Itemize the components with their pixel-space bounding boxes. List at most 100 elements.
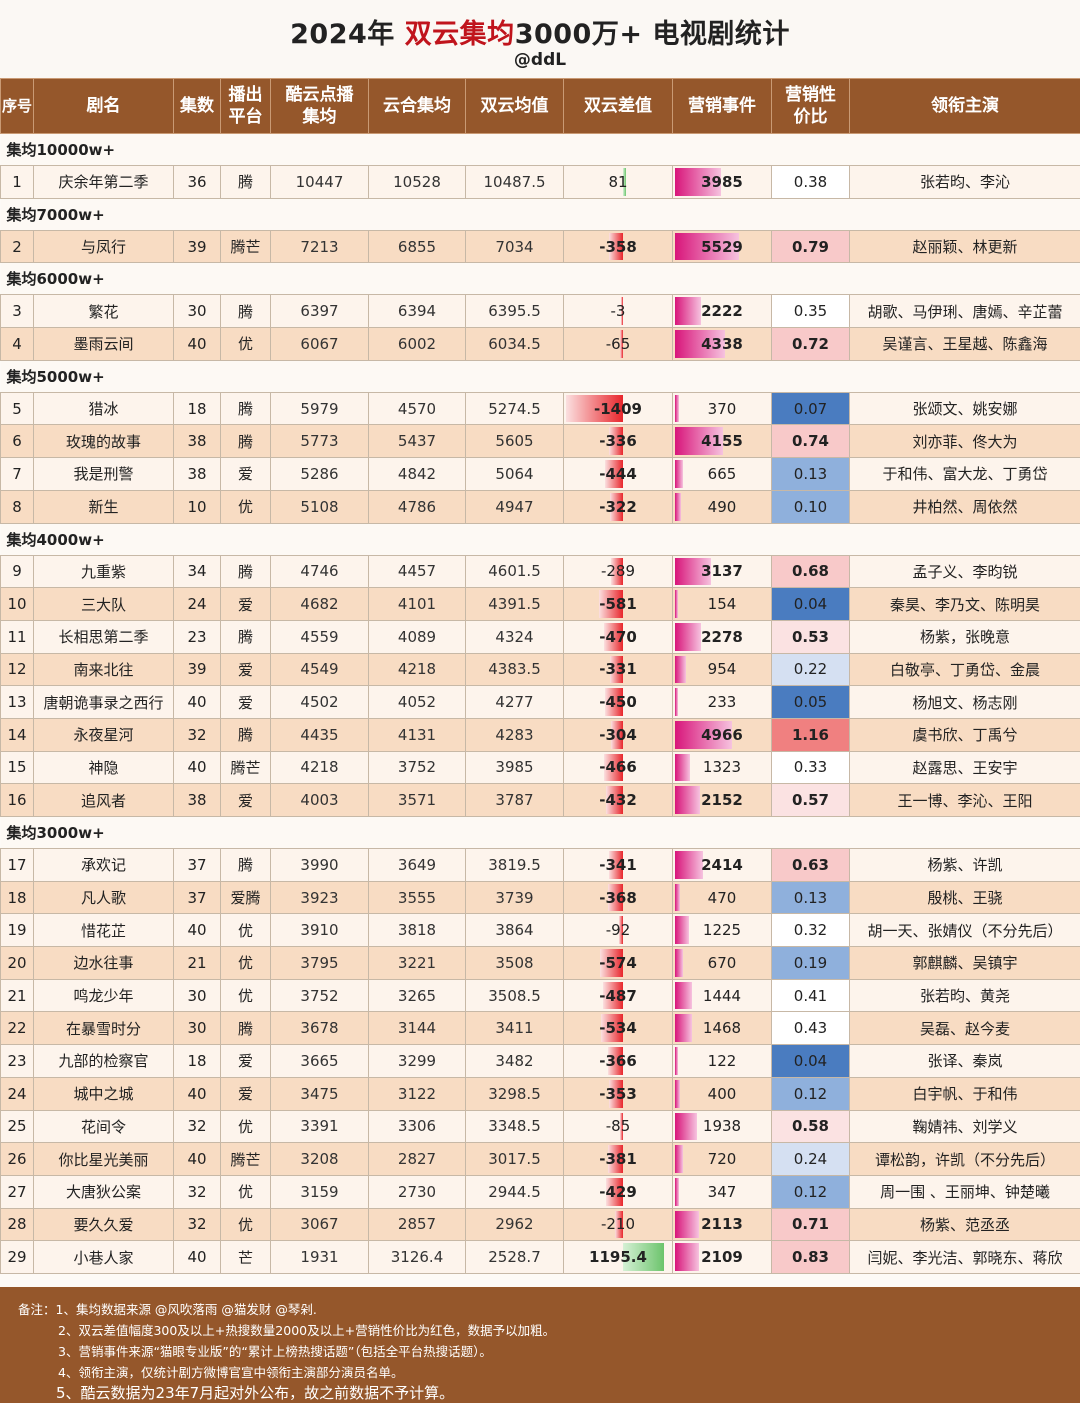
dual-diff-value: -581: [599, 595, 637, 614]
kuyun-avg: 3990: [270, 848, 369, 882]
title-highlight: 双云集均: [404, 19, 515, 50]
platform: 优: [220, 327, 271, 361]
dual-avg: 3739: [465, 880, 564, 915]
marketing-bar: [675, 688, 678, 716]
marketing-events-value: 2113: [701, 1215, 743, 1234]
marketing-ratio: 0.33: [771, 750, 850, 785]
drama-name: 承欢记: [33, 848, 174, 882]
dual-diff-value: -322: [599, 497, 637, 516]
dual-diff: -210: [563, 1207, 673, 1242]
table-row: 21 鸣龙少年 30 优 3752 3265 3508.5 -487 1444 0.41 张若昀、黄…: [0, 978, 1080, 1013]
marketing-ratio: 0.68: [771, 554, 850, 589]
diff-bar: [607, 1145, 623, 1173]
platform: 爱: [220, 652, 271, 687]
platform: 芒: [220, 1240, 271, 1274]
marketing-ratio: 0.35: [771, 294, 850, 329]
diff-bar: [611, 557, 623, 586]
table-row: 26 你比星光美丽 40 腾芒 3208 2827 3017.5 -381 720 0.24 谭松韵…: [0, 1142, 1080, 1176]
platform: 爱: [220, 1044, 271, 1078]
marketing-ratio: 0.10: [771, 489, 850, 524]
episode-count: 32: [173, 1207, 221, 1242]
platform: 腾: [220, 391, 271, 426]
episode-count: 18: [173, 391, 221, 426]
dual-diff-value: -331: [599, 660, 637, 679]
dual-diff-value: -336: [599, 432, 637, 451]
kuyun-avg: 3391: [270, 1109, 369, 1144]
marketing-ratio: 0.57: [771, 783, 850, 817]
marketing-bar: [675, 949, 683, 977]
marketing-events: 4338: [672, 327, 772, 361]
marketing-ratio: 0.19: [771, 946, 850, 980]
drama-stats-table: 序号 剧名 集数 播出平台 酷云点播集均 云合集均 双云均值 双云差值 营销事件…: [0, 78, 1080, 1274]
marketing-ratio: 0.53: [771, 619, 850, 654]
dual-avg: 7034: [465, 229, 564, 264]
dual-avg: 4601.5: [465, 554, 564, 589]
marketing-bar: [675, 1243, 700, 1271]
platform: 腾: [220, 554, 271, 589]
group-label: 集均7000w+: [0, 197, 1080, 231]
dual-avg: 4277: [465, 685, 564, 719]
drama-name: 你比星光美丽: [33, 1142, 174, 1176]
row-number: 9: [0, 554, 34, 589]
lead-cast: 胡一天、张婧仪（不分先后）: [849, 913, 1080, 948]
platform: 爱: [220, 457, 271, 491]
dual-avg: 4324: [465, 619, 564, 654]
dual-avg: 3017.5: [465, 1142, 564, 1176]
marketing-events: 1225: [672, 913, 772, 948]
dual-avg: 3985: [465, 750, 564, 785]
episode-count: 37: [173, 880, 221, 915]
row-number: 13: [0, 685, 34, 719]
lead-cast: 谭松韵，许凯（不分先后）: [849, 1142, 1080, 1176]
dual-diff: -444: [563, 457, 673, 491]
drama-name: 凡人歌: [33, 880, 174, 915]
platform: 优: [220, 913, 271, 948]
episode-count: 40: [173, 750, 221, 785]
kuyun-avg: 6397: [270, 294, 369, 329]
marketing-ratio: 0.04: [771, 587, 850, 621]
marketing-events: 154: [672, 587, 772, 621]
platform: 优: [220, 1109, 271, 1144]
lead-cast: 张译、秦岚: [849, 1044, 1080, 1078]
marketing-events-value: 4155: [701, 432, 743, 451]
lead-cast: 杨紫，张晚意: [849, 619, 1080, 654]
row-number: 27: [0, 1174, 34, 1209]
yunhe-avg: 6394: [368, 294, 466, 329]
marketing-events: 954: [672, 652, 772, 687]
marketing-events: 4966: [672, 717, 772, 752]
episode-count: 24: [173, 587, 221, 621]
marketing-bar: [675, 590, 678, 618]
table-row: 5 猎冰 18 腾 5979 4570 5274.5 -1409 370 0.07 张颂文、姚安娜: [0, 391, 1080, 426]
diff-bar: [623, 168, 626, 196]
marketing-bar: [675, 330, 726, 358]
marketing-bar: [675, 981, 692, 1010]
dual-diff-value: -534: [599, 1019, 637, 1038]
platform: 爱腾: [220, 880, 271, 915]
kuyun-avg: 1931: [270, 1240, 369, 1274]
marketing-events: 1468: [672, 1011, 772, 1046]
author-handle: @ddL: [513, 50, 567, 70]
note-line-5: 5、酷云数据为23年7月起对外公布，故之前数据不予计算。: [56, 1384, 455, 1402]
footer-notes: 备注：1、集均数据来源 @风吹落雨 @猫发财 @琴剁. 2、双云差值幅度300及…: [0, 1287, 1080, 1403]
diff-bar: [604, 753, 623, 782]
kuyun-avg: 3678: [270, 1011, 369, 1046]
marketing-events: 4155: [672, 424, 772, 459]
marketing-ratio: 0.72: [771, 327, 850, 361]
episode-count: 32: [173, 1109, 221, 1144]
marketing-bar: [675, 297, 701, 326]
platform: 爱: [220, 1076, 271, 1111]
diff-bar: [605, 786, 623, 814]
marketing-bar: [675, 1177, 680, 1206]
marketing-bar: [675, 916, 690, 945]
episode-count: 39: [173, 229, 221, 264]
marketing-ratio: 1.16: [771, 717, 850, 752]
marketing-events: 400: [672, 1076, 772, 1111]
dual-diff-value: -304: [599, 725, 637, 744]
lead-cast: 井柏然、周依然: [849, 489, 1080, 524]
marketing-events-value: 2109: [701, 1248, 743, 1267]
marketing-events-value: 2152: [701, 791, 743, 810]
drama-name: 与凤行: [33, 229, 174, 264]
lead-cast: 胡歌、马伊琍、唐嫣、辛芷蕾: [849, 294, 1080, 329]
dual-avg: 10487.5: [465, 165, 564, 199]
col-header-avg: 双云均值: [465, 78, 564, 134]
group-label: 集均4000w+: [0, 522, 1080, 556]
